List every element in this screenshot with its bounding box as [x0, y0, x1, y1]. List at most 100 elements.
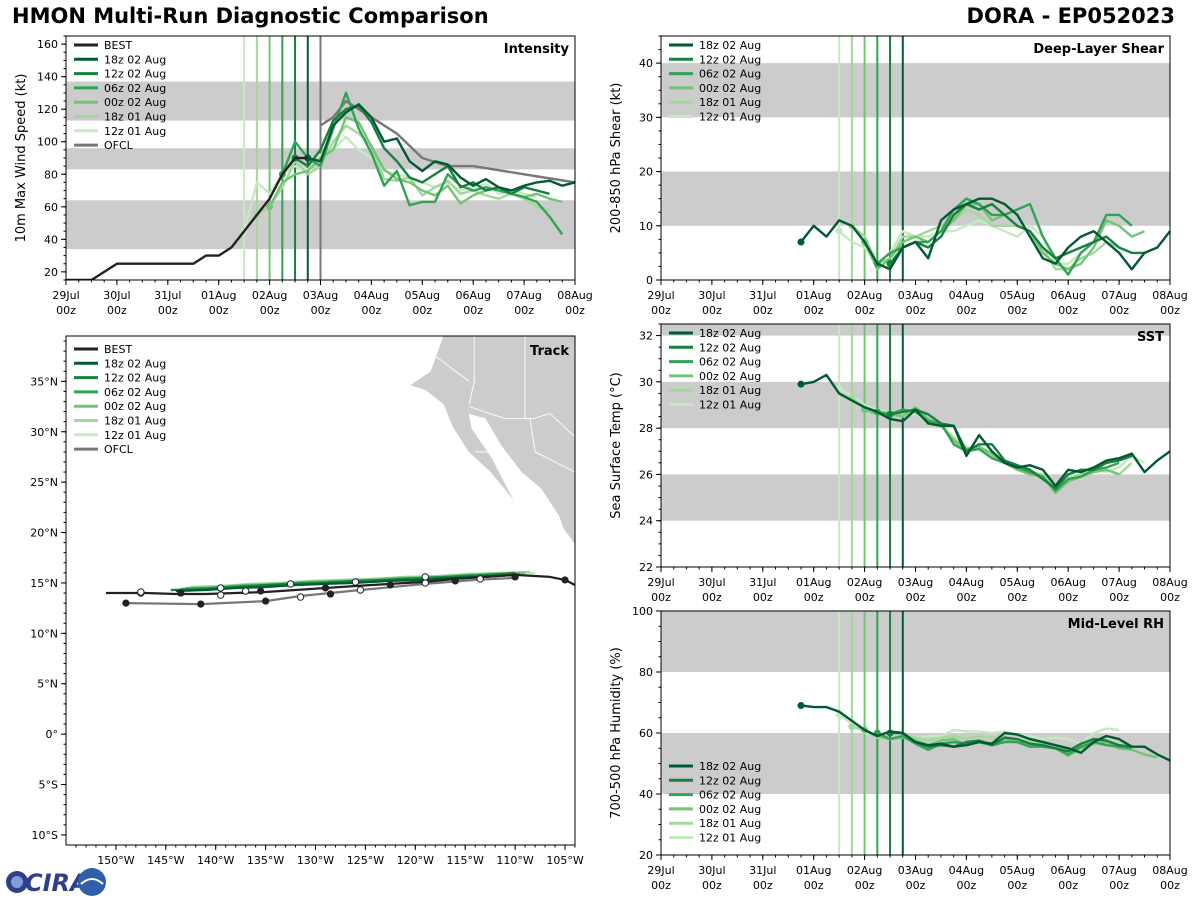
- track-init-point: [356, 586, 365, 594]
- x-tick-sublabel: 00z: [702, 591, 722, 604]
- y-tick-label: 40: [44, 233, 58, 246]
- lat-tick-label: 35°N: [30, 375, 58, 388]
- lat-tick-label: 0°: [46, 728, 59, 741]
- x-tick-sublabel: 00z: [855, 591, 875, 604]
- legend-label: 18z 02 Aug: [104, 357, 166, 370]
- y-tick-label: 40: [639, 57, 653, 70]
- border-line: [529, 418, 575, 473]
- x-tick-sublabel: 00z: [158, 304, 178, 317]
- x-tick-label: 03Aug: [898, 576, 933, 589]
- legend-label: 06z 02 Aug: [104, 386, 166, 399]
- x-tick-sublabel: 00z: [260, 304, 280, 317]
- x-tick-sublabel: 00z: [1058, 304, 1078, 317]
- x-tick-sublabel: 00z: [1160, 879, 1180, 892]
- logo-text: CIRA: [25, 869, 89, 897]
- series-start-point: [886, 410, 894, 418]
- legend-label: 00z 02 Aug: [104, 96, 166, 109]
- legend-label: 18z 01 Aug: [699, 817, 761, 830]
- y-tick-label: 100: [632, 605, 653, 618]
- legend-label: 06z 02 Aug: [699, 68, 761, 81]
- chart-title: Mid-Level RH: [1068, 617, 1164, 632]
- x-tick-sublabel: 00z: [56, 304, 76, 317]
- track-position-point: [451, 577, 459, 585]
- x-tick-sublabel: 00z: [804, 304, 824, 317]
- x-tick-label: 02Aug: [847, 576, 882, 589]
- track-position-point: [321, 584, 330, 592]
- series-start-point: [797, 702, 805, 710]
- x-tick-label: 05Aug: [405, 289, 440, 302]
- lat-tick-label: 25°N: [30, 476, 58, 489]
- x-tick-label: 30Jul: [698, 576, 725, 589]
- x-tick-sublabel: 00z: [1109, 591, 1129, 604]
- lon-tick-label: 115°W: [447, 854, 484, 867]
- y-tick-label: 160: [37, 38, 58, 51]
- track-position-point: [197, 600, 205, 608]
- x-tick-sublabel: 00z: [855, 304, 875, 317]
- x-tick-sublabel: 00z: [1007, 591, 1027, 604]
- legend-label: 00z 02 Aug: [699, 82, 761, 95]
- x-tick-sublabel: 00z: [1109, 879, 1129, 892]
- border-line: [468, 336, 475, 405]
- chart-intensity: 20 40 60 80 100 120 140 160 29Jul 00z 30Jul 00z 31Ju…: [14, 35, 593, 317]
- x-tick-sublabel: 00z: [651, 304, 671, 317]
- x-tick-sublabel: 00z: [855, 879, 875, 892]
- track-position-point: [262, 597, 270, 605]
- legend-label: 18z 02 Aug: [699, 39, 761, 52]
- series-line-best: [66, 156, 308, 280]
- y-tick-label: 60: [44, 201, 58, 214]
- lon-tick-label: 130°W: [297, 854, 334, 867]
- series-line-18z-02-aug: [800, 373, 1170, 488]
- x-tick-sublabel: 00z: [753, 591, 773, 604]
- lon-tick-label: 125°W: [347, 854, 384, 867]
- threshold-band: [661, 324, 1170, 336]
- track-position-point: [511, 573, 519, 581]
- threshold-band: [661, 171, 1170, 226]
- x-tick-label: 06Aug: [1050, 289, 1085, 302]
- x-tick-label: 08Aug: [1152, 864, 1187, 877]
- legend-label: OFCL: [104, 139, 134, 152]
- x-tick-label: 04Aug: [354, 289, 389, 302]
- track-position-point: [122, 599, 130, 607]
- series-line-12z-02-aug: [889, 408, 1133, 490]
- y-tick-label: 32: [639, 330, 653, 343]
- y-tick-label: 20: [639, 849, 653, 862]
- lat-tick-label: 15°N: [30, 577, 58, 590]
- x-tick-label: 30Jul: [698, 289, 725, 302]
- chart-sst: 22 24 26 28 30 32 29Jul 00z 30Jul 00z 31Jul 00z 01Au…: [609, 323, 1188, 604]
- series-start-point: [266, 203, 274, 211]
- legend-label: BEST: [104, 343, 132, 356]
- y-tick-label: 120: [37, 103, 58, 116]
- track-init-point: [421, 579, 429, 587]
- x-tick-sublabel: 00z: [362, 304, 382, 317]
- track-position-point: [386, 581, 394, 589]
- track-position-point: [326, 590, 335, 598]
- y-axis-label: Sea Surface Temp (°C): [609, 372, 624, 519]
- y-tick-label: 0: [646, 274, 653, 287]
- track-init-point: [216, 584, 225, 592]
- legend-label: 12z 01 Aug: [699, 111, 761, 124]
- x-tick-sublabel: 00z: [209, 304, 229, 317]
- x-tick-label: 31Jul: [154, 289, 181, 302]
- series-start-point: [797, 238, 805, 246]
- threshold-band: [661, 63, 1170, 118]
- series-line-12z-01-aug: [838, 219, 1107, 265]
- y-tick-label: 60: [639, 727, 653, 740]
- threshold-band: [661, 611, 1170, 672]
- series-line-12z-02-aug: [294, 104, 550, 196]
- x-tick-label: 04Aug: [949, 576, 984, 589]
- series-line-06z-02-aug: [876, 731, 1132, 756]
- plot-area: [661, 36, 1170, 280]
- y-tick-label: 40: [639, 788, 653, 801]
- chart-title: Track: [530, 344, 569, 359]
- series-start-point: [835, 227, 843, 235]
- x-tick-label: 07Aug: [1101, 289, 1136, 302]
- x-tick-label: 06Aug: [1050, 576, 1085, 589]
- lon-tick-label: 150°W: [97, 854, 134, 867]
- legend-label: 18z 01 Aug: [104, 111, 166, 124]
- series-line-18z-02-aug: [800, 197, 1170, 271]
- plot-area: [661, 611, 1170, 855]
- series-line-12z-02-aug: [890, 731, 1132, 753]
- x-tick-sublabel: 00z: [702, 879, 722, 892]
- legend-label: 18z 01 Aug: [104, 415, 166, 428]
